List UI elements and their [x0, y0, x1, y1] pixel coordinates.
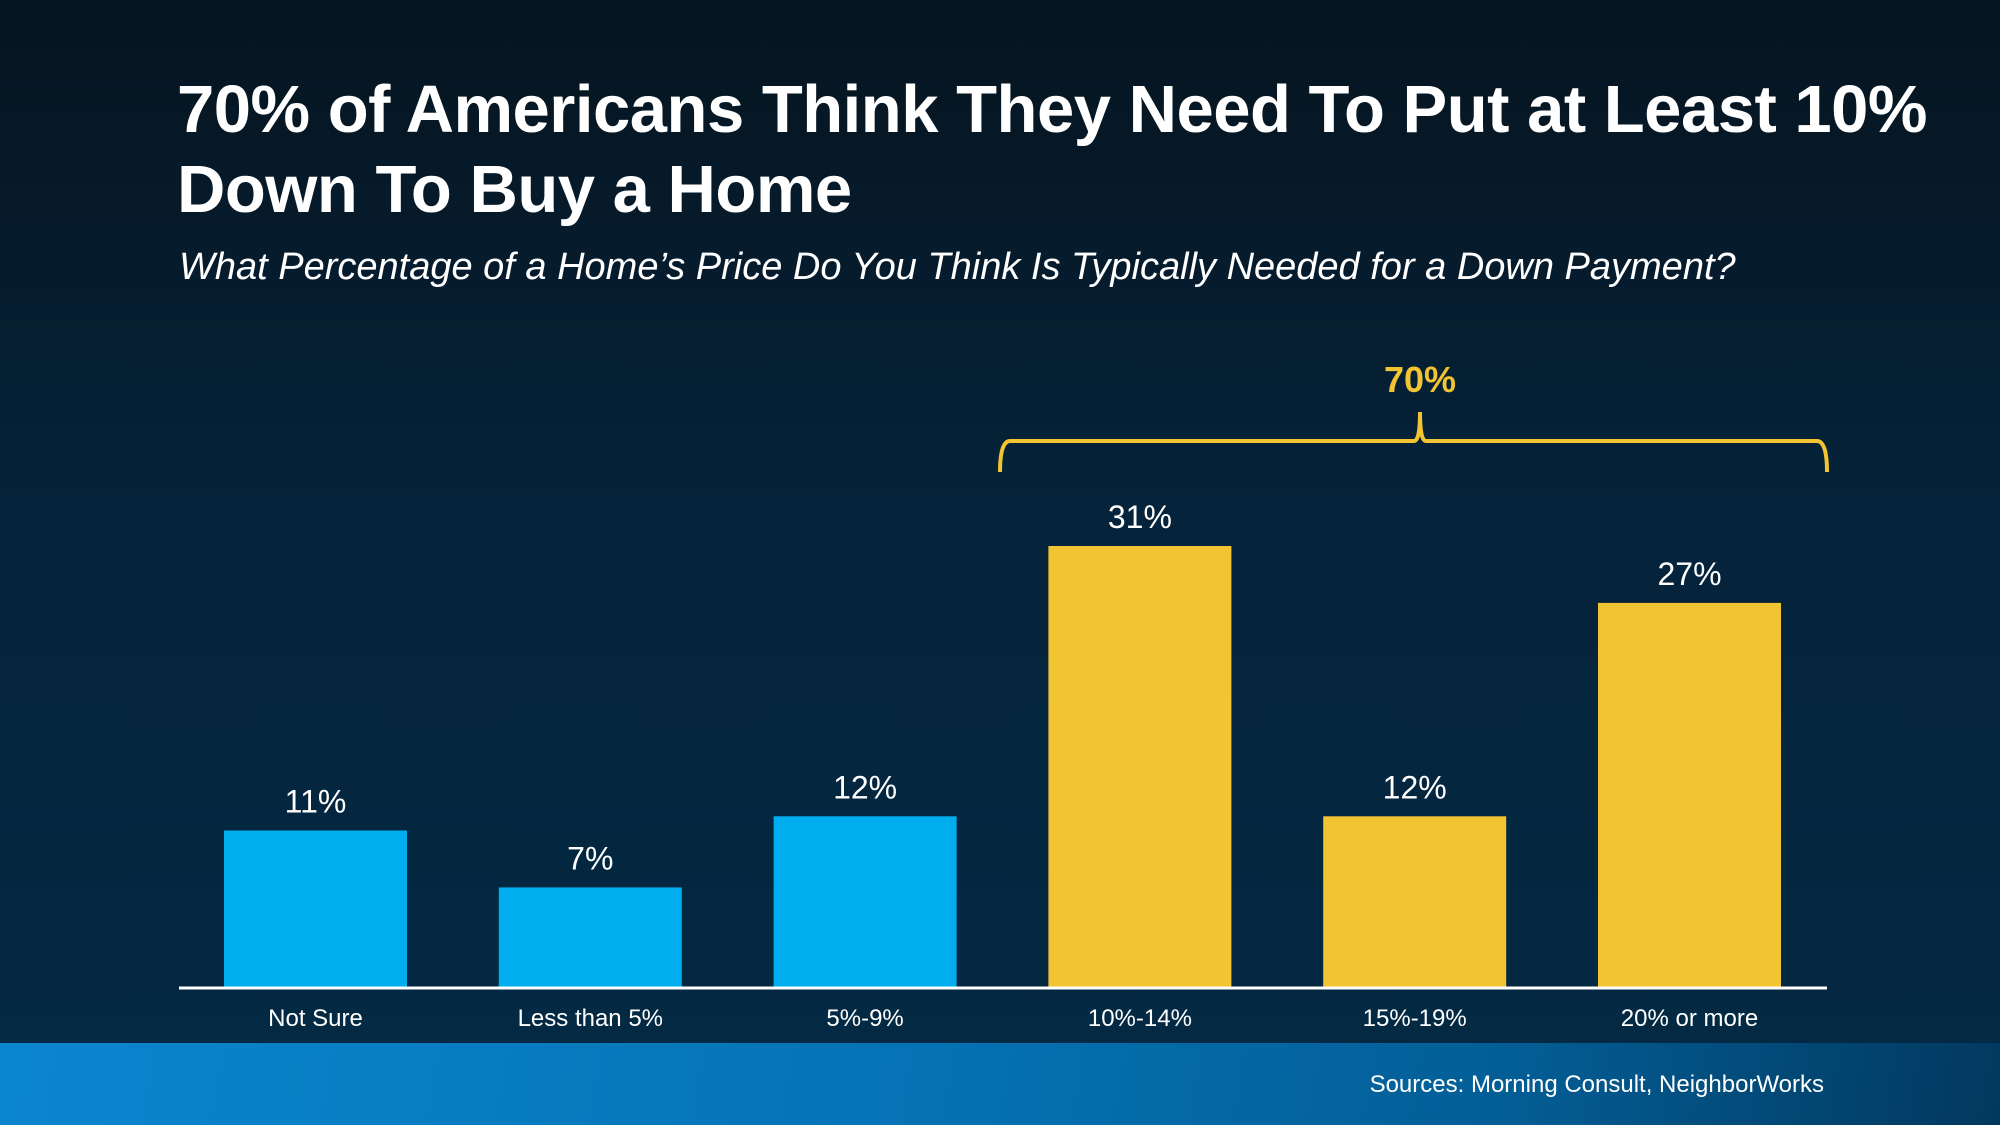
bar: [498, 887, 682, 987]
bar: [1323, 816, 1507, 987]
value-label: 27%: [1657, 556, 1721, 592]
value-label: 31%: [1108, 499, 1172, 535]
category-label: Not Sure: [268, 1005, 363, 1032]
source-text: Sources: Morning Consult, NeighborWorks: [1369, 1071, 1824, 1098]
chart-title: 70% of Americans Think They Need To Put …: [177, 72, 1928, 227]
annotation-label: 70%: [1384, 359, 1456, 400]
value-label: 12%: [1383, 769, 1447, 805]
bar: [773, 816, 957, 987]
annotation-brace: [998, 411, 1829, 473]
value-label: 11%: [285, 784, 347, 820]
category-label: Less than 5%: [518, 1005, 663, 1032]
bar: [1048, 546, 1232, 987]
chart-subtitle: What Percentage of a Home’s Price Do You…: [179, 246, 1736, 288]
bar-chart: 11% Not Sure 7% Less than 5% 12% 5%-9% 31% 10%-…: [224, 359, 1829, 1032]
value-label: 12%: [833, 769, 897, 805]
category-label: 5%-9%: [826, 1005, 903, 1032]
footer-bar: Sources: Morning Consult, NeighborWorks: [0, 1043, 2000, 1125]
category-label: 20% or more: [1621, 1005, 1758, 1032]
value-label: 7%: [567, 840, 613, 876]
bar: [224, 830, 407, 987]
category-label: 15%-19%: [1363, 1005, 1467, 1032]
category-label: 10%-14%: [1088, 1005, 1192, 1032]
bar: [1598, 602, 1781, 987]
